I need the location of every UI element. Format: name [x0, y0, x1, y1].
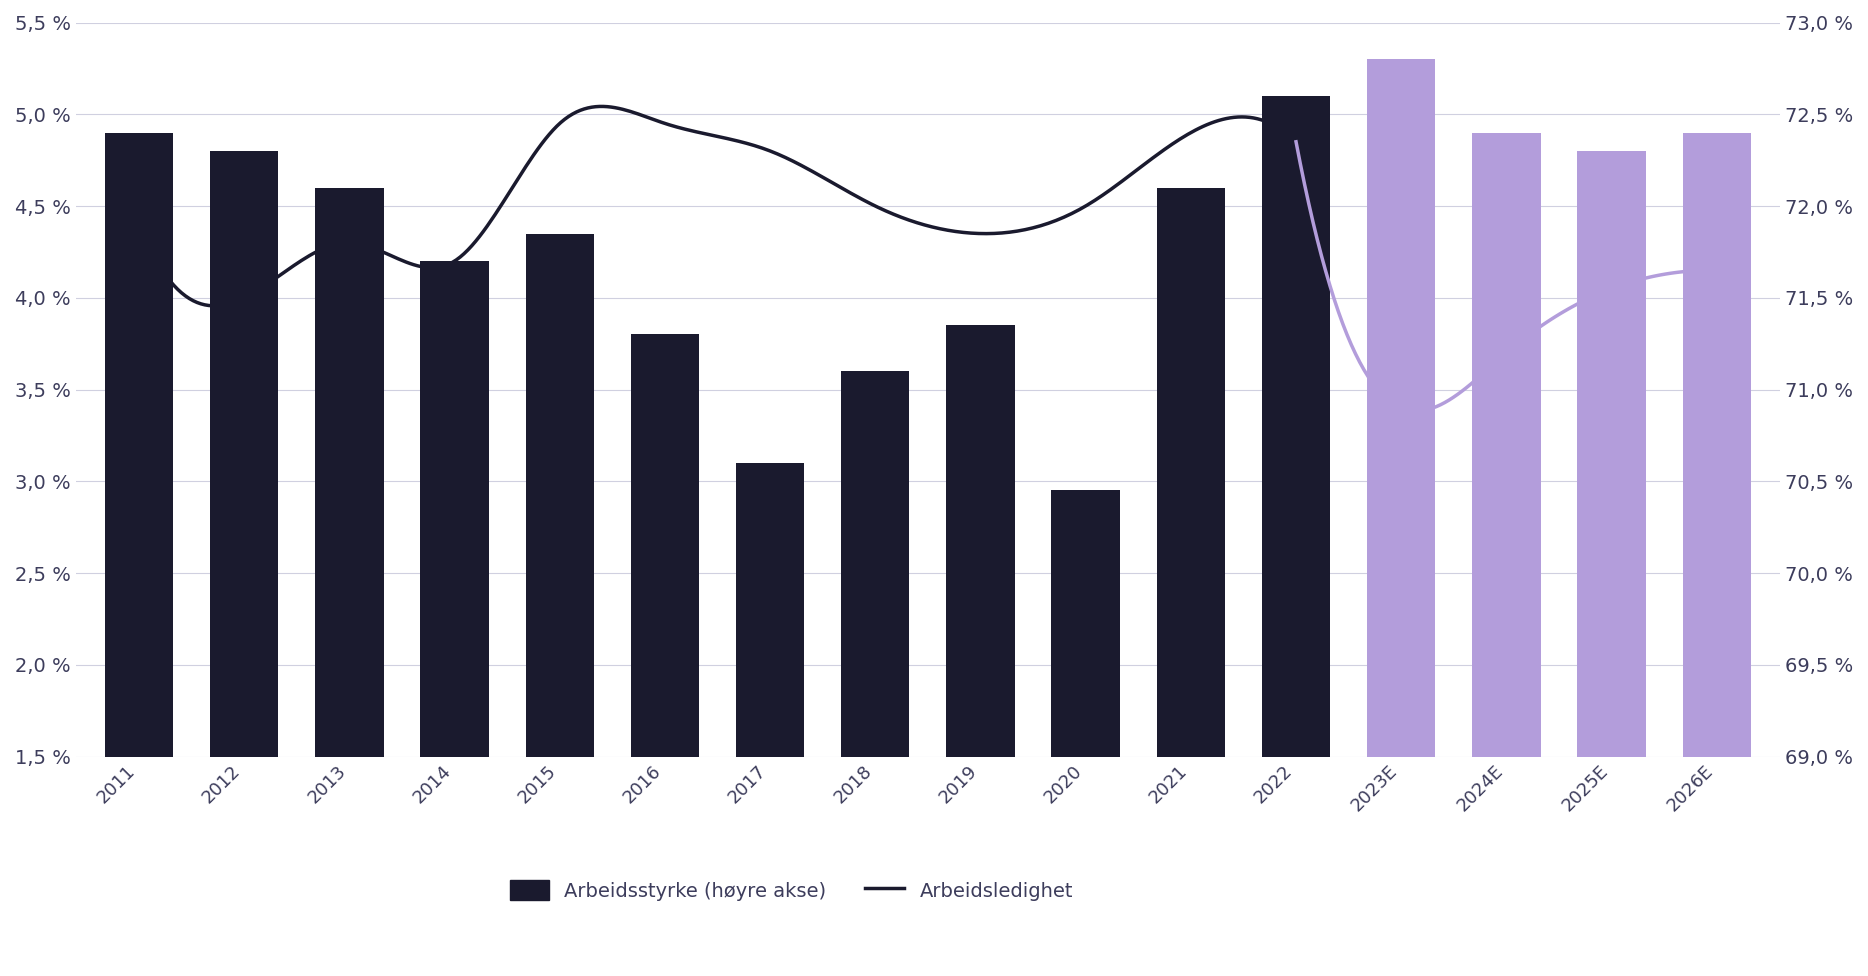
Bar: [1472, 133, 1541, 976]
Bar: [947, 325, 1014, 976]
Bar: [209, 151, 278, 976]
Bar: [316, 187, 383, 976]
Bar: [1156, 187, 1225, 976]
Bar: [1683, 133, 1750, 976]
Bar: [1577, 151, 1646, 976]
Legend: Arbeidsstyrke (høyre akse), Arbeidsledighet: Arbeidsstyrke (høyre akse), Arbeidsledig…: [502, 873, 1082, 909]
Bar: [631, 335, 699, 976]
Bar: [1367, 60, 1435, 976]
Bar: [420, 261, 489, 976]
Bar: [841, 371, 910, 976]
Bar: [525, 233, 594, 976]
Bar: [736, 463, 805, 976]
Bar: [1263, 96, 1330, 976]
Bar: [1052, 491, 1119, 976]
Bar: [105, 133, 174, 976]
